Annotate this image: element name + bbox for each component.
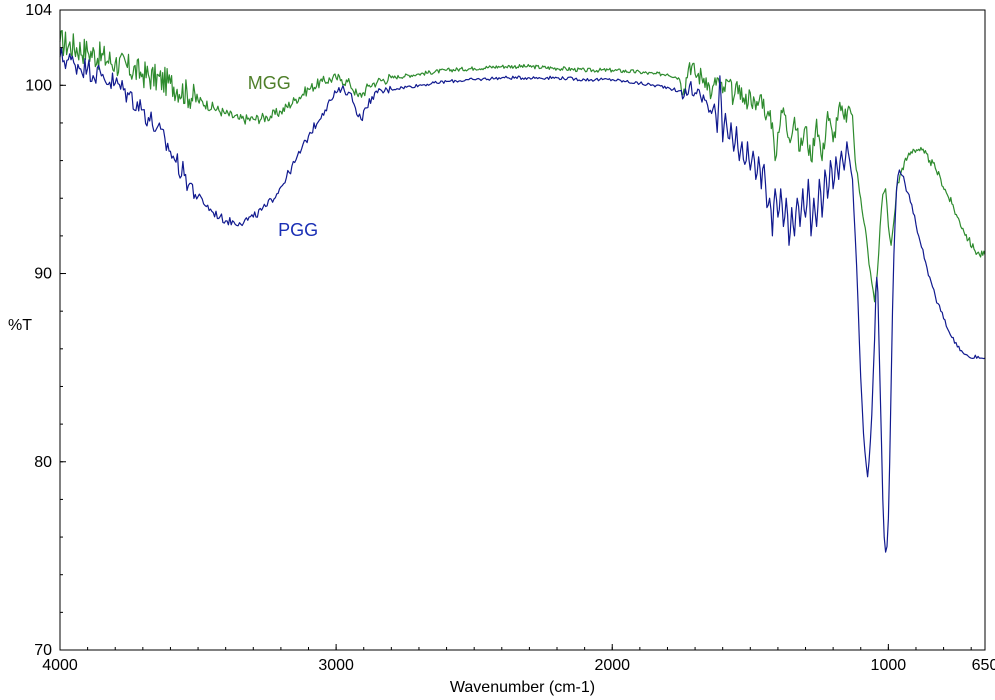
- y-tick-label: 90: [34, 266, 52, 283]
- x-tick-label: 2000: [594, 657, 630, 674]
- x-tick-label: 650: [972, 657, 995, 674]
- y-axis-title: %T: [8, 317, 32, 334]
- y-tick-label: 104: [25, 2, 52, 19]
- x-tick-label: 3000: [318, 657, 354, 674]
- y-tick-label: 100: [25, 77, 52, 94]
- series-label-PGG: PGG: [278, 220, 318, 240]
- plot-background: [0, 0, 995, 700]
- x-tick-label: 1000: [871, 657, 907, 674]
- y-tick-label: 80: [34, 454, 52, 471]
- x-axis-title: Wavenumber (cm-1): [450, 679, 595, 696]
- series-label-MGG: MGG: [248, 73, 291, 93]
- ftir-chart: 4000 3000 2000 1000 650 Wavenumber (cm-1) 70 80…: [0, 0, 995, 700]
- y-tick-label: 70: [34, 642, 52, 659]
- chart-svg: 4000 3000 2000 1000 650 Wavenumber (cm-1) 70 80…: [0, 0, 995, 700]
- x-tick-label: 4000: [42, 657, 78, 674]
